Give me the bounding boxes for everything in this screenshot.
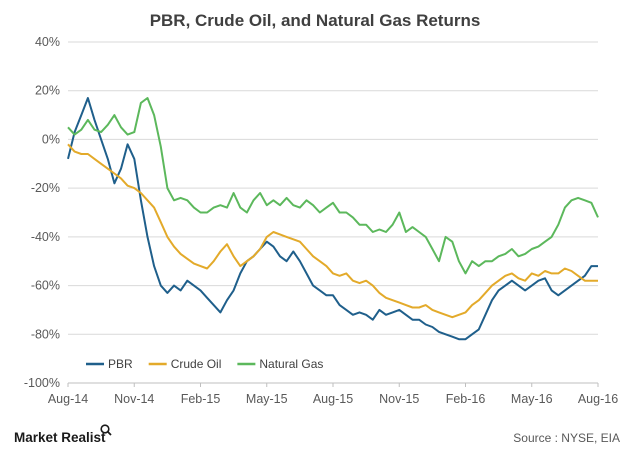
y-axis-ticks: 40% 20% 0% -20% -40% -60% -80% -100%	[24, 35, 60, 390]
x-tick-label: May-16	[511, 392, 553, 406]
series-crude-oil-line	[67, 143, 598, 319]
y-tick-label: -20%	[31, 181, 60, 195]
brand-text: Market Realist	[14, 430, 106, 445]
x-tick-label: Nov-14	[114, 392, 154, 406]
y-tick-label: -40%	[31, 230, 60, 244]
legend: PBR Crude Oil Natural Gas	[86, 357, 323, 371]
chart-title: PBR, Crude Oil, and Natural Gas Returns	[150, 11, 481, 30]
x-tick-label: Feb-16	[446, 392, 486, 406]
legend-item-pbr: PBR	[86, 357, 133, 371]
x-tick-label: Aug-16	[578, 392, 618, 406]
x-tick-label: May-15	[246, 392, 288, 406]
x-tick-label: Aug-14	[48, 392, 88, 406]
legend-item-natural-gas: Natural Gas	[237, 357, 323, 371]
y-tick-label: -60%	[31, 279, 60, 293]
y-tick-label: 20%	[35, 84, 60, 98]
legend-label: PBR	[108, 357, 133, 371]
series-lines	[67, 97, 599, 341]
gridlines	[68, 41, 598, 384]
legend-label: Crude Oil	[171, 357, 222, 371]
x-axis-ticks: Aug-14 Nov-14 Feb-15 May-15 Aug-15 Nov-15 Feb-…	[48, 382, 618, 406]
x-tick-label: Feb-15	[181, 392, 221, 406]
legend-label: Natural Gas	[259, 357, 323, 371]
x-tick-label: Aug-15	[313, 392, 353, 406]
source-note: Source : NYSE, EIA	[513, 431, 620, 445]
series-pbr-line	[67, 97, 598, 341]
y-tick-label: -80%	[31, 327, 60, 341]
y-tick-label: -100%	[24, 376, 60, 390]
brand-logo: Market Realist	[14, 424, 112, 445]
y-tick-label: 0%	[42, 132, 60, 146]
magnifier-icon	[100, 424, 112, 436]
series-natural-gas-line	[67, 97, 599, 275]
y-tick-label: 40%	[35, 35, 60, 49]
legend-item-crude-oil: Crude Oil	[148, 357, 222, 371]
x-tick-label: Nov-15	[379, 392, 419, 406]
